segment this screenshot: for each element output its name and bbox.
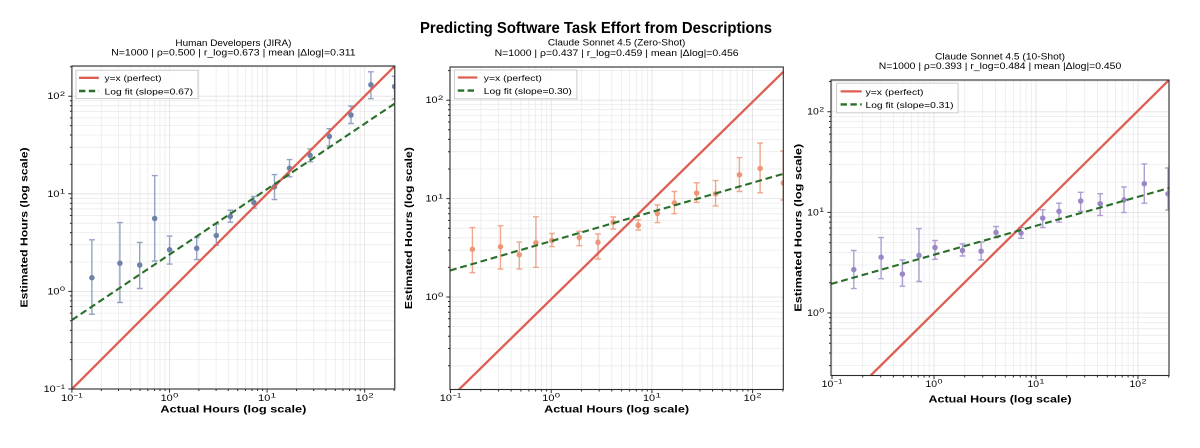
svg-text:−1: −1	[74, 393, 83, 400]
svg-text:10: 10	[47, 286, 59, 296]
svg-text:Actual Hours (log scale): Actual Hours (log scale)	[929, 394, 1072, 405]
svg-text:Log fit (slope=0.67): Log fit (slope=0.67)	[105, 86, 194, 96]
svg-text:0: 0	[938, 379, 944, 386]
svg-text:2: 2	[819, 107, 825, 114]
svg-text:Human Developers (JIRA): Human Developers (JIRA)	[175, 38, 291, 48]
svg-text:1: 1	[60, 189, 66, 196]
svg-text:0: 0	[173, 393, 179, 400]
svg-text:2: 2	[438, 95, 444, 102]
svg-text:Predicting Software Task Effor: Predicting Software Task Effort from Des…	[420, 20, 772, 37]
svg-text:N=1000 | ρ=0.437 | r_log=0.459: N=1000 | ρ=0.437 | r_log=0.459 | mean |Δ…	[495, 48, 739, 58]
svg-text:1: 1	[1040, 379, 1046, 386]
svg-text:Claude Sonnet 4.5 (Zero-Shot): Claude Sonnet 4.5 (Zero-Shot)	[548, 37, 686, 47]
svg-text:−1: −1	[452, 393, 461, 400]
svg-text:Estimated Hours (log scale): Estimated Hours (log scale)	[794, 144, 805, 312]
svg-text:10: 10	[426, 292, 438, 302]
svg-text:1: 1	[438, 193, 444, 200]
svg-text:−1: −1	[56, 384, 65, 391]
svg-text:N=1000 | ρ=0.393 | r_log=0.484: N=1000 | ρ=0.393 | r_log=0.484 | mean |Δ…	[879, 61, 1122, 71]
svg-text:10: 10	[161, 393, 173, 403]
svg-text:10: 10	[440, 393, 452, 403]
svg-text:1: 1	[656, 393, 662, 400]
svg-text:0: 0	[819, 308, 825, 315]
svg-text:10: 10	[44, 384, 56, 394]
svg-text:y=x (perfect): y=x (perfect)	[866, 87, 924, 97]
svg-text:10: 10	[926, 379, 938, 389]
svg-text:y=x (perfect): y=x (perfect)	[105, 73, 162, 83]
svg-text:Estimated Hours (log scale): Estimated Hours (log scale)	[20, 148, 31, 308]
svg-text:1: 1	[819, 207, 825, 214]
svg-text:10: 10	[822, 379, 834, 389]
svg-text:2: 2	[1142, 379, 1148, 386]
svg-text:2: 2	[756, 393, 762, 400]
svg-text:10: 10	[258, 393, 270, 403]
svg-text:10: 10	[47, 189, 59, 199]
svg-text:y=x (perfect): y=x (perfect)	[484, 73, 542, 83]
svg-text:10: 10	[47, 91, 59, 101]
svg-text:10: 10	[426, 95, 438, 105]
svg-text:Log fit (slope=0.31): Log fit (slope=0.31)	[866, 100, 954, 110]
svg-text:Estimated Hours (log scale): Estimated Hours (log scale)	[404, 147, 415, 309]
svg-text:Actual Hours (log scale): Actual Hours (log scale)	[160, 404, 306, 415]
svg-text:2: 2	[60, 91, 66, 98]
svg-text:10: 10	[807, 207, 819, 217]
svg-text:Log fit (slope=0.30): Log fit (slope=0.30)	[484, 86, 572, 96]
svg-text:0: 0	[555, 393, 561, 400]
svg-text:10: 10	[807, 308, 819, 318]
svg-text:Claude Sonnet 4.5 (10-Shot): Claude Sonnet 4.5 (10-Shot)	[935, 52, 1065, 62]
svg-text:10: 10	[1130, 379, 1142, 389]
svg-text:10: 10	[426, 194, 438, 204]
svg-text:10: 10	[643, 393, 655, 403]
svg-text:N=1000 | ρ=0.500 | r_log=0.673: N=1000 | ρ=0.500 | r_log=0.673 | mean |Δ…	[111, 47, 356, 57]
svg-text:Actual Hours (log scale): Actual Hours (log scale)	[544, 404, 689, 415]
svg-text:0: 0	[438, 292, 444, 299]
svg-text:0: 0	[60, 286, 66, 293]
svg-text:−1: −1	[834, 379, 843, 386]
svg-text:10: 10	[542, 393, 554, 403]
svg-text:2: 2	[368, 393, 374, 400]
svg-text:10: 10	[1028, 379, 1040, 389]
svg-text:10: 10	[61, 393, 73, 403]
svg-text:10: 10	[744, 393, 756, 403]
svg-text:10: 10	[807, 107, 819, 117]
svg-text:10: 10	[356, 393, 368, 403]
svg-text:1: 1	[271, 393, 277, 400]
